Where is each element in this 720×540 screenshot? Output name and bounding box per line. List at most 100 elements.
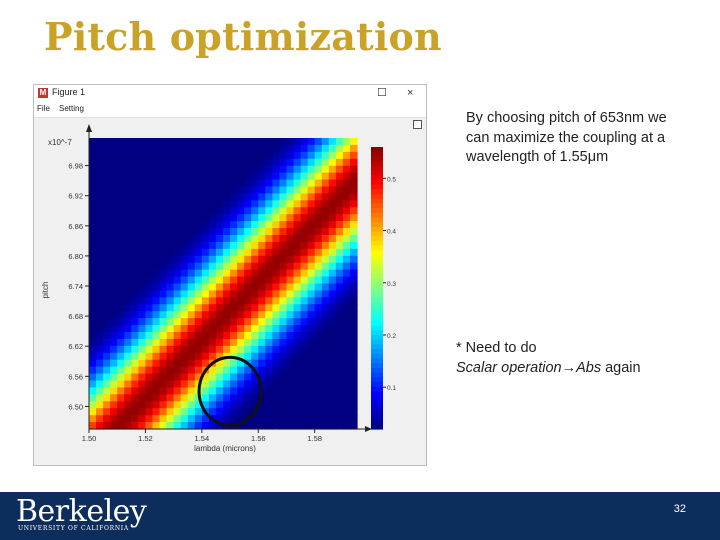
heatmap-cell <box>117 408 125 416</box>
heatmap-cell <box>103 359 111 368</box>
heatmap-cell <box>251 255 259 264</box>
heatmap-cell <box>145 193 154 201</box>
heatmap-cell <box>215 408 224 416</box>
heatmap-cell <box>138 366 147 375</box>
heatmap-cell <box>300 262 309 271</box>
heatmap-cell <box>173 345 182 354</box>
heatmap-cell <box>201 200 210 208</box>
heatmap-cell <box>187 283 196 292</box>
heatmap-cell <box>251 158 259 167</box>
heatmap-cell <box>103 276 111 285</box>
heatmap-cell <box>131 318 139 326</box>
heatmap-cell <box>131 373 139 382</box>
heatmap-cell <box>265 415 273 423</box>
heatmap-cell <box>314 200 323 208</box>
heatmap-cell <box>145 276 154 285</box>
heatmap-cell <box>173 207 182 215</box>
heatmap-cell <box>328 352 337 361</box>
heatmap-cell <box>166 373 175 382</box>
heatmap-cell <box>258 338 266 347</box>
heatmap-cell <box>258 422 266 430</box>
heatmap-cell <box>138 325 147 333</box>
heatmap-cell <box>237 338 245 347</box>
heatmap-cell <box>124 401 132 409</box>
heatmap-cell <box>349 290 358 298</box>
colorbar-segment <box>371 250 383 256</box>
heatmap-cell <box>223 200 231 208</box>
heatmap-cell <box>342 200 351 208</box>
heatmap-cell <box>208 262 217 271</box>
heatmap-cell <box>187 332 196 340</box>
heatmap-cell <box>251 262 259 271</box>
heatmap-cell <box>342 415 351 423</box>
heatmap-cell <box>103 186 111 195</box>
heatmap-cell <box>194 401 203 409</box>
close-icon[interactable]: × <box>407 87 414 99</box>
heatmap-cell <box>208 325 217 333</box>
description-text: By choosing pitch of 653nm we can maximi… <box>466 110 667 165</box>
heatmap-cell <box>223 248 231 257</box>
heatmap-cell <box>131 387 139 395</box>
heatmap-cell <box>187 151 196 160</box>
heatmap-cell <box>110 352 118 361</box>
heatmap-cell <box>187 241 196 250</box>
heatmap-cell <box>173 366 182 375</box>
heatmap-cell <box>194 366 203 375</box>
heatmap-cell <box>279 138 288 146</box>
heatmap-cell <box>145 401 154 409</box>
menu-file[interactable]: File <box>37 104 50 113</box>
heatmap-cell <box>279 276 288 285</box>
heatmap-cell <box>293 186 302 195</box>
heatmap-cell <box>201 318 210 326</box>
heatmap-cell <box>124 290 132 298</box>
heatmap-cell <box>272 138 281 146</box>
heatmap-cell <box>321 401 330 409</box>
heatmap-cell <box>293 255 302 264</box>
heatmap-cell <box>110 332 118 340</box>
heatmap-cell <box>286 387 295 395</box>
heatmap-cell <box>145 241 154 250</box>
heatmap-cell <box>307 262 316 271</box>
heatmap-cell <box>201 394 210 402</box>
heatmap-cell <box>237 332 245 340</box>
heatmap-cell <box>279 262 288 271</box>
heatmap-cell <box>159 151 168 160</box>
heatmap-cell <box>208 241 217 250</box>
maximize-icon[interactable]: ☐ <box>377 87 387 99</box>
heatmap-cell <box>159 332 168 340</box>
heatmap-cell <box>300 318 309 326</box>
colorbar-segment <box>371 372 383 378</box>
heatmap-cell <box>272 235 281 243</box>
figure-titlebar[interactable]: M Figure 1 ☐ × <box>34 85 426 103</box>
heatmap-cell <box>293 311 302 319</box>
heatmap-cell <box>215 359 224 368</box>
menu-setting[interactable]: Setting <box>59 104 84 113</box>
heatmap-cell <box>272 276 281 285</box>
heatmap-cell <box>117 373 125 382</box>
heatmap-cell <box>349 235 358 243</box>
heatmap-cell <box>187 144 196 153</box>
heatmap-cell <box>159 262 168 271</box>
heatmap-cell <box>328 387 337 395</box>
colorbar-segment <box>371 273 383 280</box>
heatmap-cell <box>145 352 154 361</box>
heatmap-cell <box>237 276 245 285</box>
heatmap-cell <box>300 304 309 312</box>
heatmap-cell <box>117 338 125 347</box>
colorbar-segment <box>371 320 383 327</box>
heatmap-cell <box>89 144 97 153</box>
heatmap-cell <box>258 304 266 312</box>
heatmap-cell <box>117 325 125 333</box>
heatmap-cell <box>349 311 358 319</box>
heatmap-cell <box>215 235 224 243</box>
heatmap-cell <box>173 352 182 361</box>
heatmap-cell <box>187 228 196 236</box>
heatmap-cell <box>89 228 97 236</box>
figure-window[interactable]: M Figure 1 ☐ × File Setting 6.50 6.56 6.62… <box>33 84 427 466</box>
heatmap-cell <box>335 394 344 402</box>
colorbar-tick-label: 0.4 <box>387 229 396 236</box>
heatmap-cell <box>279 352 288 361</box>
heatmap-cell <box>251 186 259 195</box>
restore-icon[interactable] <box>413 120 422 129</box>
heatmap-cell <box>223 241 231 250</box>
